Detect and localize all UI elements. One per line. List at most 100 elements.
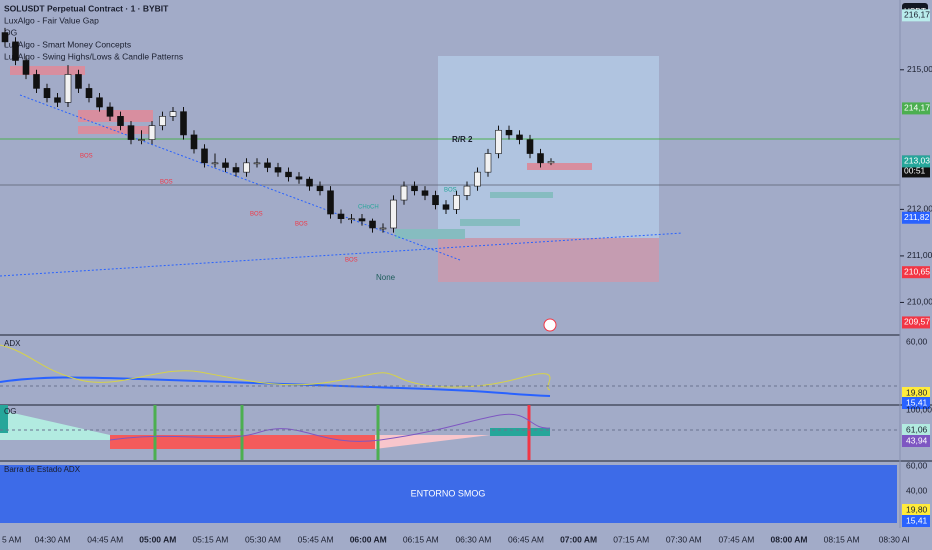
pane-axis-label: 61,06 [906,424,928,434]
candle-body [379,227,387,230]
indicator-name: OG [4,27,17,37]
candle-body [348,218,355,220]
stop-zone [438,238,659,282]
candle-body [211,162,219,165]
price-badge-label: 214,17 [904,103,930,113]
candle-body [390,199,397,229]
target-zone [438,56,659,238]
candle-body [106,106,114,117]
pane-axis-label: 19,80 [906,387,928,397]
candle-body [201,148,208,164]
symbol: SOLUSDT Perpetual Contract · 1 · BYBIT [4,3,169,13]
y-tick-label: 212,00 [907,204,932,214]
candle-body [12,41,19,61]
candle-body [232,167,240,173]
pane-axis-label: 19,80 [906,504,928,514]
candle-body [400,185,408,201]
candle-body [169,111,177,117]
x-tick-label: 5 AM [2,534,21,544]
candle-body [474,171,481,187]
pane-badge [902,397,930,409]
candle-body [285,171,292,178]
candle-body [159,116,166,126]
structure-label: BOS [250,212,263,218]
structure-label: BOS [345,258,358,264]
banner-text: ENTORNO SMOG [411,488,486,498]
candle-body [411,185,418,192]
x-tick-label: 08:15 AM [824,534,860,544]
candle-body [64,74,72,103]
rr-label: R/R 2 [452,135,473,144]
indicator-name: LuxAlgo - Smart Money Concepts [4,39,131,49]
pane-axis-label: 15,41 [906,397,928,407]
candle-body [316,185,324,192]
fvg-box [527,163,592,170]
candle-body [484,153,492,173]
pane-badge [902,424,930,436]
fvg-box [460,219,520,226]
pane-axis-label: 43,94 [906,435,928,445]
candle-body [547,161,555,164]
price-badge-label: 216,17 [904,10,930,20]
price-badge [902,211,930,224]
x-tick-label: 08:00 AM [770,534,807,544]
x-tick-label: 07:30 AM [666,534,702,544]
price-badge-label: 210,65 [904,266,930,276]
structure-label: BOS [80,154,93,160]
og-area [0,410,110,440]
candle-body [54,97,61,103]
y-tick-label: 210,00 [907,297,932,307]
candle-body [22,60,30,75]
fvg-box [395,229,465,239]
pane-axis-label: 15,41 [906,515,928,525]
adx-line [0,376,551,397]
og-area [375,435,490,449]
candle-body [190,134,198,150]
price-badge [902,316,930,329]
pane-title: OG [4,407,16,416]
x-tick-label: 08:30 AI [879,534,910,544]
x-tick-label: 06:00 AM [350,534,387,544]
candle-body [537,153,544,164]
pane-title: ADX [4,339,21,348]
x-tick-label: 07:45 AM [718,534,754,544]
adx-signal [0,344,551,391]
x-tick-label: 05:00 AM [139,534,176,544]
candle-body [180,111,187,136]
pane-axis-label: 60,00 [906,336,928,346]
candle-body [432,195,439,206]
candle-body [274,167,282,173]
x-tick-label: 06:15 AM [403,534,439,544]
candle-body [337,213,345,219]
candle-body [253,162,261,165]
candle-body [43,88,51,99]
price-badge-label: 209,57 [904,317,930,327]
structure-label: BOS [160,180,173,186]
candle-body [243,162,250,173]
og-line [109,413,551,442]
candle-body [75,74,82,89]
pane-axis-label: 60,00 [906,460,928,470]
pane-badge [902,515,930,527]
candle-body [148,125,156,140]
trend-line [0,232,683,277]
alert-icon[interactable] [543,318,557,332]
x-tick-label: 07:15 AM [613,534,649,544]
candle-body [33,74,40,89]
candle-body [295,176,303,180]
fvg-box [10,66,85,75]
price-badge [902,102,930,115]
candle-body [463,185,471,196]
status-banner [0,465,897,523]
candle-body [117,116,124,126]
price-badge [902,9,930,22]
price-badge-label: 213,03 [904,156,930,166]
pane-axis-label: 40,00 [906,485,928,495]
price-badge [902,155,930,168]
price-badge [902,266,930,279]
candle-body [442,204,450,210]
candle-body [264,162,271,168]
structure-label: BOS [444,188,457,194]
